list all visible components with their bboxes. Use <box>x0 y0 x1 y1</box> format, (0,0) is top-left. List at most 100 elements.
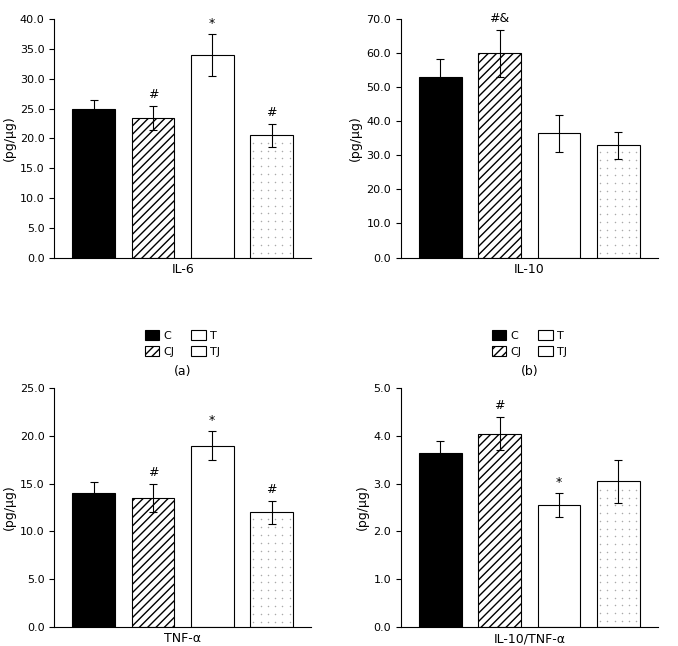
Point <box>631 577 641 587</box>
Point <box>284 578 295 588</box>
Point <box>284 145 295 156</box>
Point <box>262 554 273 564</box>
Point <box>255 208 266 218</box>
Point <box>631 217 641 227</box>
Point <box>631 154 641 165</box>
Point <box>624 570 635 580</box>
Point <box>631 193 641 203</box>
Point <box>262 138 273 148</box>
Point <box>255 569 266 579</box>
Point <box>262 609 273 620</box>
Point <box>248 546 259 556</box>
Point <box>616 185 627 196</box>
X-axis label: IL-6: IL-6 <box>172 263 194 276</box>
Point <box>616 170 627 180</box>
Point <box>609 600 620 610</box>
Point <box>609 162 620 172</box>
Point <box>616 500 627 510</box>
Point <box>262 522 273 532</box>
Point <box>248 537 259 548</box>
Point <box>277 138 287 148</box>
Point <box>277 554 287 564</box>
Point <box>270 145 281 156</box>
Point <box>609 154 620 165</box>
Point <box>609 170 620 180</box>
Point <box>624 485 635 495</box>
Bar <box>478 54 521 258</box>
Point <box>595 240 605 251</box>
Point <box>277 177 287 187</box>
Point <box>248 208 259 218</box>
Point <box>631 508 641 518</box>
Point <box>262 546 273 556</box>
Point <box>631 592 641 603</box>
Point <box>602 570 613 580</box>
X-axis label: TNF-α: TNF-α <box>164 632 201 645</box>
Point <box>624 616 635 626</box>
Point <box>624 209 635 220</box>
Point <box>602 233 613 243</box>
Point <box>624 193 635 203</box>
Point <box>277 609 287 620</box>
Point <box>616 608 627 618</box>
Point <box>609 185 620 196</box>
Point <box>284 216 295 226</box>
Point <box>248 585 259 596</box>
Point <box>609 217 620 227</box>
Point <box>248 185 259 195</box>
Point <box>270 193 281 203</box>
Point <box>602 209 613 220</box>
Point <box>270 232 281 242</box>
Point <box>284 193 295 203</box>
Point <box>262 537 273 548</box>
Point <box>616 523 627 534</box>
Point <box>248 578 259 588</box>
Point <box>602 608 613 618</box>
Point <box>616 209 627 220</box>
Point <box>248 153 259 163</box>
Point <box>262 530 273 540</box>
Point <box>262 193 273 203</box>
Point <box>624 516 635 526</box>
Point <box>624 531 635 541</box>
Point <box>595 170 605 180</box>
Point <box>248 224 259 234</box>
Point <box>277 522 287 532</box>
Point <box>624 608 635 618</box>
Point <box>616 616 627 626</box>
Point <box>624 592 635 603</box>
Point <box>624 539 635 549</box>
Point <box>624 162 635 172</box>
Point <box>609 508 620 518</box>
Point <box>248 593 259 603</box>
Point <box>616 154 627 165</box>
Text: (b): (b) <box>521 365 538 378</box>
Point <box>277 240 287 250</box>
Point <box>255 537 266 548</box>
Point <box>616 516 627 526</box>
Point <box>595 485 605 495</box>
Point <box>602 178 613 188</box>
Point <box>270 554 281 564</box>
Point <box>248 177 259 187</box>
Text: #: # <box>266 483 277 496</box>
Point <box>248 169 259 180</box>
Point <box>262 161 273 171</box>
Point <box>255 546 266 556</box>
Point <box>609 493 620 503</box>
Point <box>602 201 613 211</box>
Point <box>284 177 295 187</box>
Text: #: # <box>148 466 158 479</box>
Point <box>595 562 605 572</box>
Point <box>602 577 613 587</box>
Y-axis label: (pg/μg): (pg/μg) <box>356 484 370 530</box>
Point <box>277 232 287 242</box>
Point <box>602 193 613 203</box>
Point <box>277 153 287 163</box>
Point <box>270 569 281 579</box>
Point <box>277 216 287 226</box>
Point <box>616 554 627 565</box>
Point <box>248 569 259 579</box>
Point <box>255 554 266 564</box>
Bar <box>73 494 115 627</box>
